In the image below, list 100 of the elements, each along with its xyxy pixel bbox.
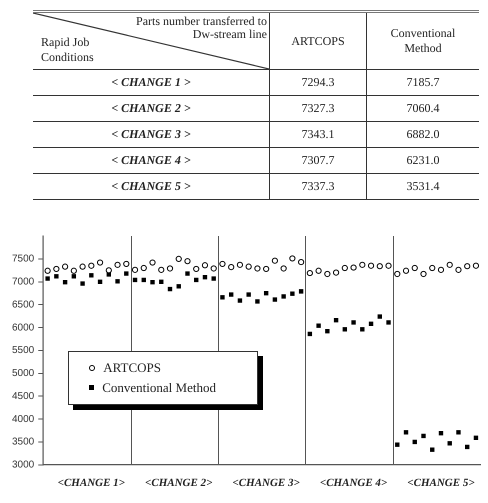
point [184, 258, 191, 264]
point [62, 280, 68, 284]
point [308, 332, 312, 336]
y-tick-label: 7000 [12, 276, 35, 288]
point [455, 266, 462, 273]
point [72, 274, 76, 278]
category-label: < CHANGE 5 > [33, 174, 270, 200]
point [351, 320, 356, 325]
category-label: < CHANGE 1 > [33, 70, 270, 96]
point [316, 268, 322, 274]
point [465, 444, 470, 450]
y-tick-label: 3000 [12, 460, 35, 471]
data-label: 7307.7 [270, 148, 366, 174]
point [430, 448, 434, 452]
point [98, 280, 102, 284]
data-label: 7327.3 [270, 96, 366, 122]
point [158, 266, 164, 273]
point [166, 265, 174, 272]
point [132, 278, 138, 282]
point [272, 297, 278, 302]
point [429, 264, 436, 272]
point [290, 291, 295, 296]
y-tick-label: 6500 [12, 299, 35, 310]
point [236, 262, 244, 268]
point [96, 259, 104, 266]
data-label: 7060.4 [366, 96, 479, 122]
point [360, 327, 365, 332]
point [114, 262, 121, 268]
text: Rapid Job Conditions [41, 35, 95, 65]
x-tick-label: <CHANGE 5> [407, 477, 475, 490]
point [474, 436, 478, 440]
point [202, 262, 208, 268]
data-label: 7343.1 [270, 122, 366, 148]
point [448, 441, 452, 446]
y-tick-label: 5000 [12, 368, 35, 380]
point [202, 274, 208, 280]
point [412, 264, 418, 272]
point [246, 264, 252, 270]
point [88, 262, 94, 269]
y-tick-label: 3500 [12, 436, 35, 448]
point [124, 271, 128, 276]
point [115, 279, 120, 284]
legend-label: Conventional Method [102, 380, 216, 396]
point [289, 255, 296, 262]
data-label: 7337.3 [270, 174, 366, 200]
point [220, 295, 225, 300]
point [378, 314, 382, 319]
y-tick-label: 7500 [12, 254, 35, 265]
point [159, 280, 164, 284]
point [420, 270, 427, 278]
point [79, 264, 86, 270]
point [45, 276, 50, 281]
point [402, 268, 410, 274]
point [132, 266, 138, 273]
point [359, 262, 366, 268]
point [62, 264, 68, 270]
point [80, 281, 85, 286]
point [264, 291, 268, 296]
point [404, 430, 408, 435]
point [70, 268, 77, 274]
point [150, 280, 155, 284]
point [176, 256, 182, 262]
point [238, 298, 242, 303]
text: Conventional Method [390, 26, 456, 56]
point [193, 266, 200, 272]
y-tick-label: 4000 [12, 414, 35, 425]
point [140, 264, 147, 272]
point [280, 265, 287, 272]
point [228, 292, 234, 297]
point [123, 260, 130, 268]
point [324, 270, 330, 278]
category-label: < CHANGE 4 > [33, 148, 270, 174]
data-label: 7185.7 [366, 70, 479, 96]
x-tick-label: <CHANGE 4> [320, 477, 388, 490]
text: ARTCOPS [290, 34, 346, 48]
point [254, 265, 261, 272]
point [472, 262, 480, 269]
y-tick-label: 6000 [12, 322, 35, 334]
point [228, 264, 234, 270]
point [281, 294, 286, 299]
point [350, 264, 357, 271]
text: Parts number transferred to Dw-stream line [135, 14, 267, 41]
point [316, 323, 321, 328]
point [332, 270, 340, 276]
point [342, 327, 348, 332]
point [325, 328, 330, 334]
point [53, 266, 60, 272]
point [446, 262, 453, 268]
point [272, 258, 278, 264]
point [194, 278, 198, 282]
category-label: < CHANGE 3 > [33, 122, 270, 148]
point [212, 276, 216, 281]
point [176, 284, 181, 289]
point [54, 274, 59, 278]
legend-label: ARTCOPS [103, 360, 161, 376]
point [412, 440, 417, 444]
point [168, 286, 172, 292]
point [44, 268, 51, 274]
point [395, 442, 400, 447]
point [394, 270, 400, 278]
